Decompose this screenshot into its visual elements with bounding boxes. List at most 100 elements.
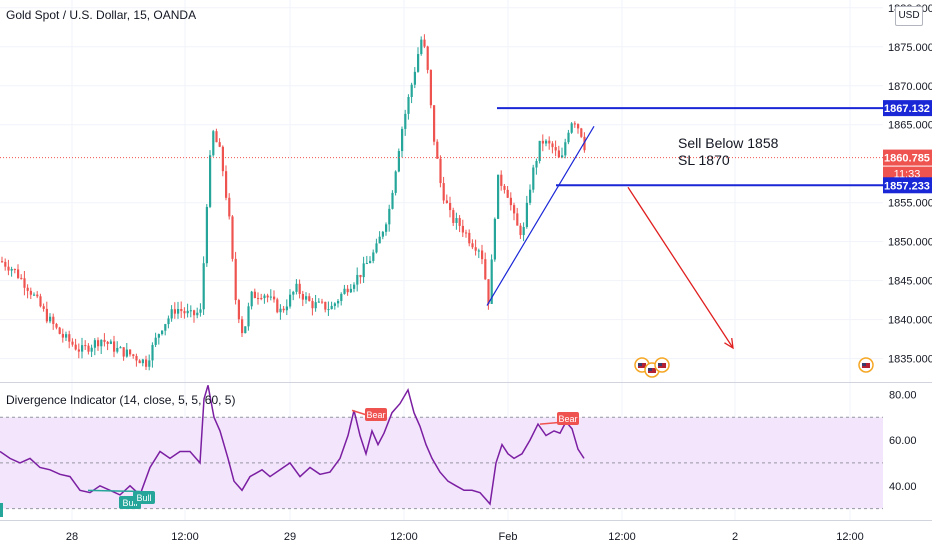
candle-body	[29, 290, 32, 295]
candle-body	[474, 247, 477, 251]
candle-body	[394, 171, 397, 193]
candle-body	[71, 341, 74, 345]
candle-body	[81, 345, 84, 352]
last-price-tag	[883, 149, 932, 166]
candle-body	[4, 261, 7, 267]
candle-body	[20, 277, 23, 279]
candle-body	[84, 345, 87, 347]
candle-body	[519, 225, 522, 236]
candle-body	[497, 174, 500, 219]
price-axis-label: 1835.000	[888, 354, 932, 366]
candle-body	[209, 155, 212, 207]
support-price-tag-text: 1857.233	[884, 180, 930, 192]
candle-body	[433, 105, 436, 142]
candle-body	[167, 318, 170, 325]
candle-body	[55, 323, 58, 328]
candle-body	[215, 131, 218, 143]
candle-body	[276, 299, 279, 313]
candle-body	[327, 309, 330, 311]
bear-label-text: Bear	[366, 410, 385, 420]
candle-body	[381, 231, 384, 237]
candle-body	[506, 189, 509, 198]
candle-body	[500, 174, 503, 186]
candle-body	[116, 347, 119, 352]
candle-body	[503, 185, 506, 190]
sell-arrow-head	[724, 337, 734, 350]
candle-body	[65, 334, 68, 338]
candle-body	[493, 218, 496, 260]
bear-label: Bear	[365, 408, 387, 421]
rsi-axis-label: 60.00	[889, 435, 917, 447]
candle-body	[477, 250, 480, 252]
candle-body	[292, 291, 295, 295]
currency-button[interactable]: USD	[895, 6, 923, 26]
candle-body	[125, 349, 128, 357]
candle-body	[90, 347, 93, 352]
candle-body	[36, 294, 39, 297]
flag-icon	[638, 363, 642, 366]
bull-signal-marker	[0, 503, 3, 517]
candle-body	[221, 146, 224, 172]
chart-title: Gold Spot / U.S. Dollar, 15, OANDA	[6, 8, 197, 22]
candle-body	[487, 279, 490, 304]
candle-body	[401, 128, 404, 152]
candle-body	[225, 171, 228, 198]
candle-body	[570, 123, 573, 133]
countdown-tag	[883, 166, 932, 181]
flag-icon	[658, 363, 662, 366]
bull-label: Bull	[133, 491, 155, 504]
candle-body	[413, 71, 416, 85]
candle-body	[298, 283, 301, 294]
candle-body	[106, 341, 109, 344]
candle-body	[541, 140, 544, 144]
rsi-axis-label: 80.00	[889, 389, 917, 401]
candle-body	[237, 300, 240, 320]
candle-body	[228, 197, 231, 217]
candle-body	[372, 252, 375, 261]
trend-line	[486, 125, 595, 306]
candle-body	[317, 301, 320, 303]
candle-body	[189, 310, 192, 312]
candle-body	[68, 334, 71, 342]
resistance-price-tag-text: 1867.132	[884, 103, 930, 115]
rsi-line	[0, 385, 585, 506]
candle-body	[305, 296, 308, 300]
candle-body	[445, 200, 448, 203]
candle-body	[349, 288, 352, 293]
candle-body	[516, 213, 519, 226]
candle-body	[145, 359, 148, 367]
candle-body	[538, 140, 541, 161]
candle-body	[205, 206, 208, 264]
candle-body	[557, 150, 560, 158]
candle-body	[513, 205, 516, 214]
time-axis-label: Feb	[499, 531, 518, 543]
candle-body	[420, 39, 423, 55]
candle-body	[247, 306, 250, 327]
candle-body	[548, 140, 551, 144]
resistance-price-tag	[883, 100, 932, 117]
candle-body	[388, 208, 391, 225]
bear-label: Bear	[557, 412, 579, 425]
candle-body	[141, 359, 144, 364]
candle-body	[58, 327, 61, 334]
candle-body	[353, 284, 356, 289]
candle-body	[458, 218, 461, 226]
candle-body	[525, 202, 528, 227]
bear-label-text: Bear	[558, 414, 577, 424]
candle-body	[378, 236, 381, 244]
candle-body	[282, 308, 285, 311]
event-icons	[634, 357, 874, 378]
candle-body	[404, 113, 407, 129]
candle-body	[74, 344, 77, 350]
candle-body	[426, 46, 429, 70]
candle-body	[157, 334, 160, 338]
candle-body	[177, 308, 180, 314]
candle-body	[321, 301, 324, 303]
candle-body	[577, 124, 580, 129]
time-axis-label: 12:00	[608, 531, 636, 543]
bear-label-bg	[365, 408, 387, 421]
candle-body	[113, 341, 116, 352]
candle-body	[407, 97, 410, 114]
candle-body	[132, 354, 135, 356]
